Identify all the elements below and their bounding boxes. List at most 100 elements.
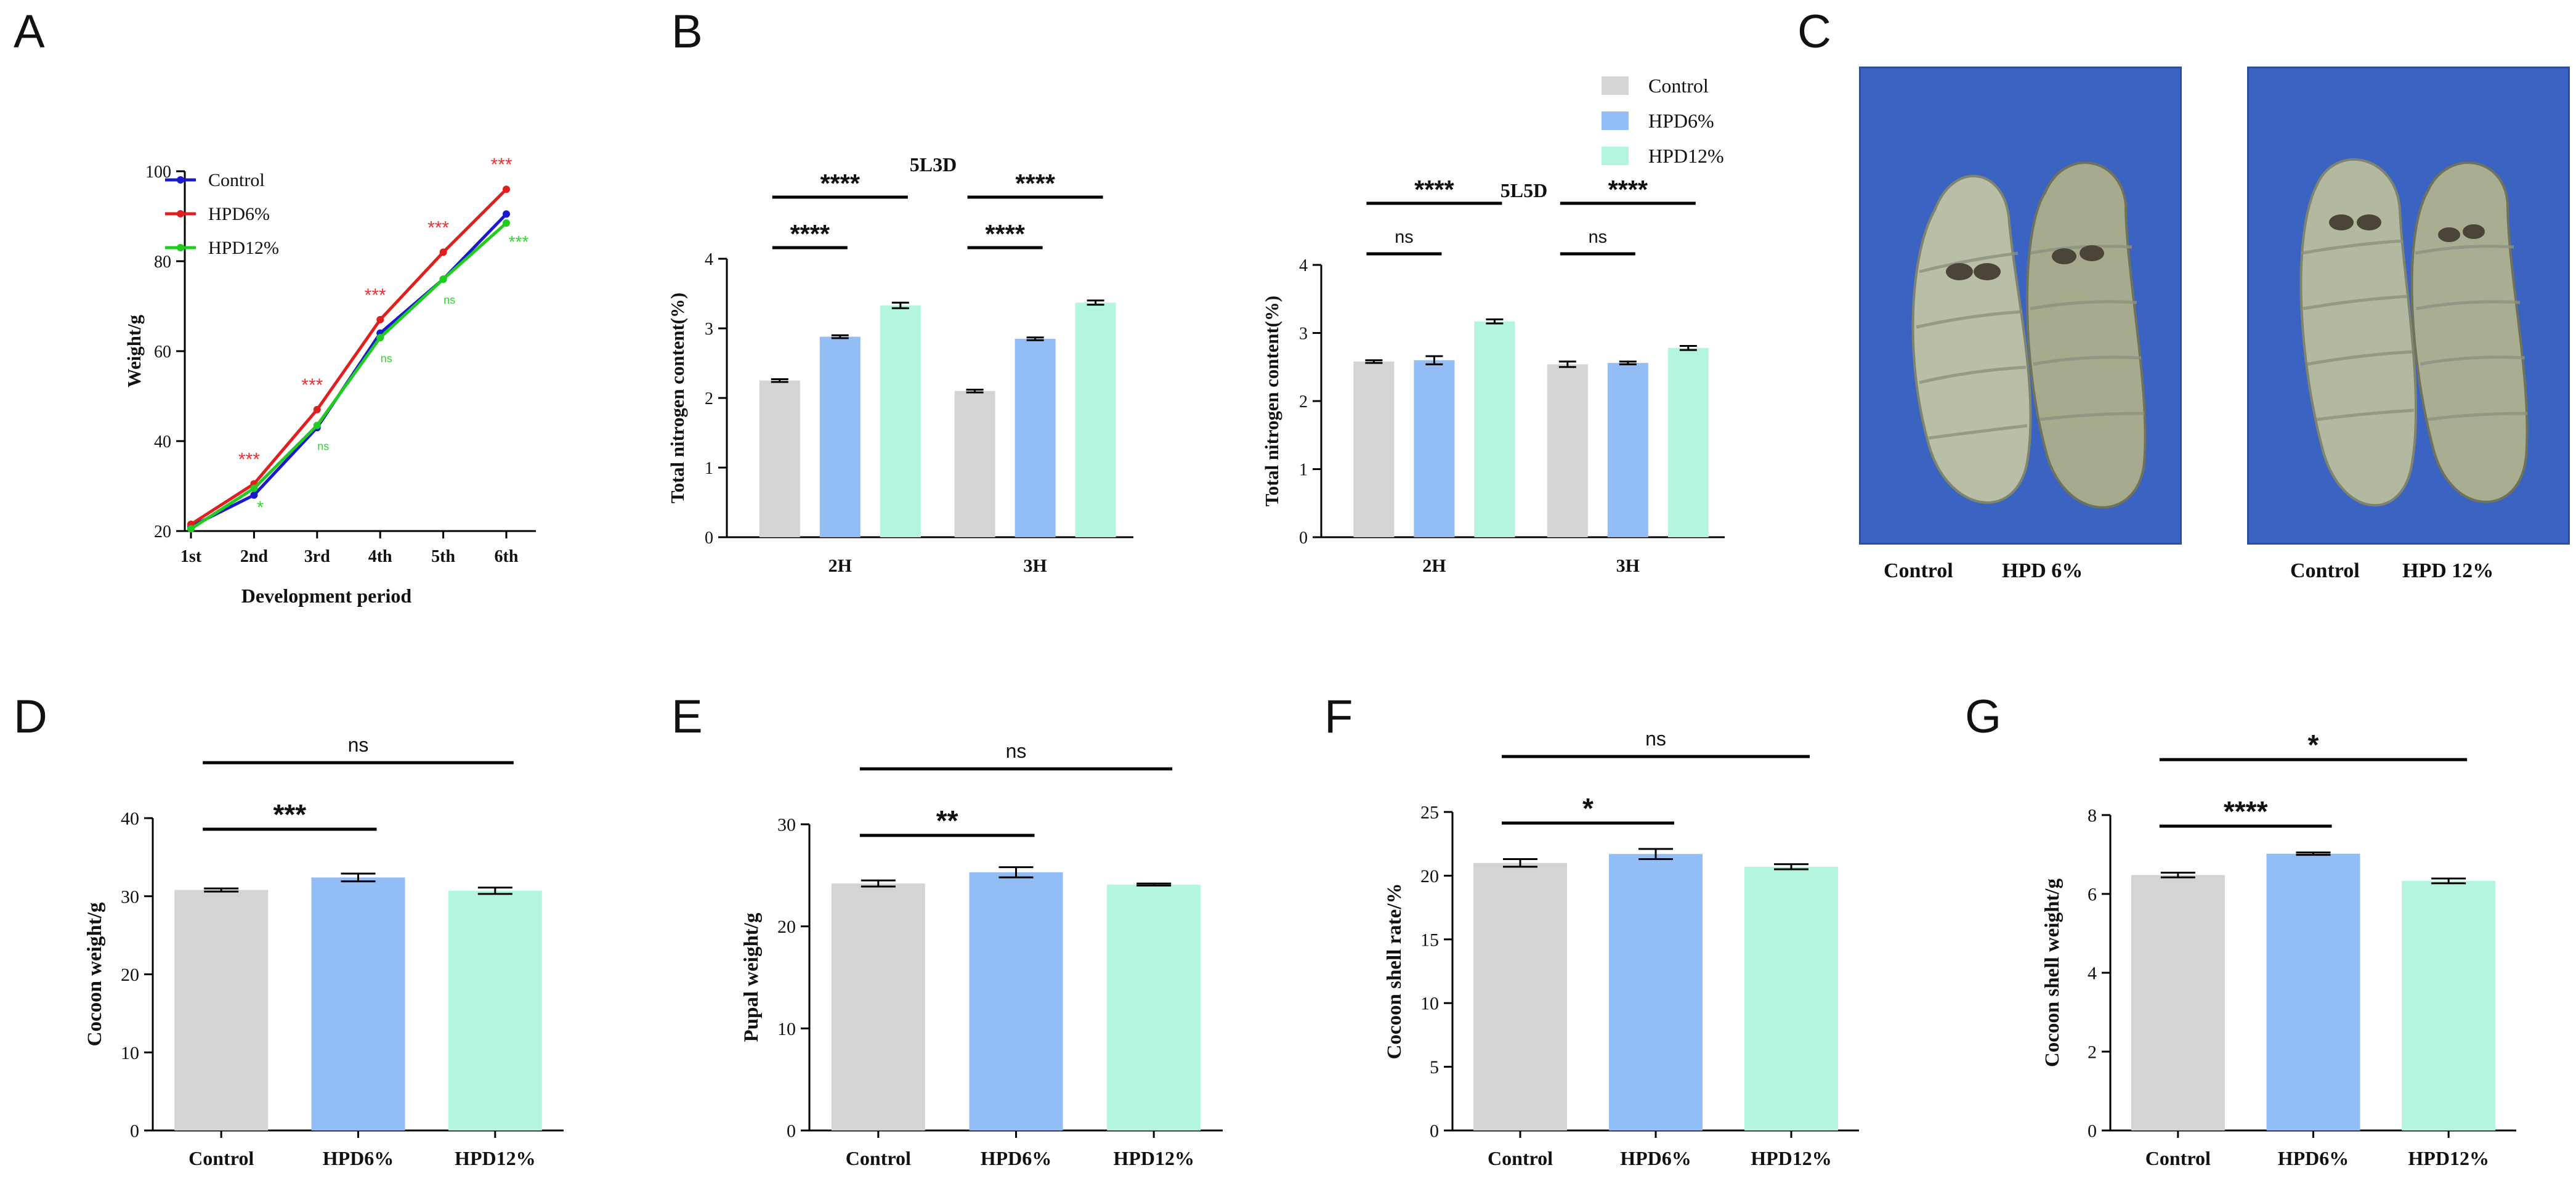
e-x-tick-label: HPD12% bbox=[1113, 1147, 1194, 1169]
g-bar-control bbox=[2131, 875, 2225, 1130]
a-annotation-hpd12: ns bbox=[317, 440, 329, 452]
caption-hpd12: HPD 12% bbox=[2402, 559, 2494, 582]
b2-sig-long-label: **** bbox=[1414, 176, 1454, 204]
e-y-axis-label: Pupal weight/g bbox=[740, 912, 763, 1042]
a-data-point bbox=[503, 210, 510, 218]
f-sig-short-label: * bbox=[1582, 792, 1594, 824]
b2-bar-control bbox=[1353, 361, 1395, 537]
b-legend-label: Control bbox=[1648, 75, 1709, 97]
e-y-tick-label: 0 bbox=[787, 1121, 796, 1142]
a-data-point bbox=[313, 421, 321, 429]
f-x-tick-label: HPD12% bbox=[1751, 1147, 1832, 1169]
b1-y-tick-label: 4 bbox=[705, 250, 713, 269]
a-x-axis-label: Development period bbox=[241, 585, 412, 607]
f-y-tick-label: 15 bbox=[1420, 930, 1439, 950]
e-y-tick-label: 20 bbox=[777, 917, 796, 937]
g-y-tick-label: 8 bbox=[2088, 806, 2097, 826]
a-data-point bbox=[187, 525, 195, 533]
a-data-point bbox=[503, 185, 510, 193]
d-bar-hpd6 bbox=[311, 877, 405, 1130]
b2-sig-short-label: ns bbox=[1395, 227, 1413, 247]
b2-y-tick-label: 3 bbox=[1299, 324, 1308, 343]
a-y-tick-label: 20 bbox=[154, 522, 171, 542]
a-x-tick-label: 2nd bbox=[240, 547, 269, 566]
b1-x-tick-label: 3H bbox=[1023, 556, 1047, 576]
b2-title: 5L5D bbox=[1501, 179, 1547, 201]
a-series-line-hpd6 bbox=[190, 188, 508, 526]
b1-x-tick-label: 2H bbox=[828, 556, 852, 576]
b2-bar-control bbox=[1547, 364, 1588, 537]
b1-title: 5L3D bbox=[910, 153, 957, 176]
b2-x-tick-label: 2H bbox=[1422, 556, 1446, 576]
a-series-line-hpd12 bbox=[190, 222, 508, 530]
b2-y-tick-label: 2 bbox=[1299, 392, 1308, 412]
e-x-tick-label: Control bbox=[846, 1147, 911, 1169]
e-bar-control bbox=[831, 883, 925, 1130]
a-annotation-hpd6: *** bbox=[490, 155, 512, 175]
f-x-tick-label: HPD6% bbox=[1620, 1147, 1691, 1169]
d-y-tick-label: 10 bbox=[121, 1043, 139, 1063]
panel-letter-e: E bbox=[671, 691, 703, 743]
g-y-tick-label: 0 bbox=[2088, 1121, 2097, 1142]
a-data-point bbox=[313, 405, 321, 413]
photo-control-vs-hpd6 bbox=[1859, 67, 2182, 545]
a-data-point bbox=[376, 315, 384, 323]
caterpillar-pair-illustration bbox=[2299, 158, 2529, 507]
b2-bar-hpd12 bbox=[1667, 347, 1709, 537]
a-series-line-control bbox=[190, 213, 508, 528]
f-y-tick-label: 5 bbox=[1430, 1057, 1439, 1078]
e-sig-short-label: ** bbox=[936, 805, 958, 837]
b1-bar-control bbox=[954, 391, 995, 537]
d-x-tick-label: HPD12% bbox=[455, 1147, 536, 1169]
b1-y-tick-label: 0 bbox=[705, 529, 713, 548]
e-bar-hpd12 bbox=[1107, 884, 1201, 1130]
b2-y-tick-label: 1 bbox=[1299, 460, 1308, 479]
b-legend-swatch bbox=[1602, 76, 1629, 95]
panel-letter-b: B bbox=[671, 6, 703, 58]
b1-y-tick-label: 2 bbox=[705, 389, 713, 408]
g-y-axis-label: Cocoon shell weight/g bbox=[2041, 878, 2064, 1067]
f-x-tick-label: Control bbox=[1488, 1147, 1553, 1169]
caption-hpd6: HPD 6% bbox=[2002, 559, 2083, 582]
f-bar-hpd12 bbox=[1744, 866, 1838, 1130]
g-sig-long-label: * bbox=[2308, 729, 2319, 761]
d-y-tick-label: 0 bbox=[130, 1121, 139, 1142]
g-x-tick-label: HPD12% bbox=[2408, 1147, 2489, 1169]
a-annotation-hpd6: *** bbox=[301, 375, 323, 396]
a-legend-marker bbox=[177, 176, 184, 184]
g-y-tick-label: 4 bbox=[2088, 964, 2097, 984]
a-annotation-hpd12: * bbox=[257, 498, 264, 517]
b1-bar-control bbox=[759, 380, 800, 537]
b1-bar-hpd6 bbox=[1015, 338, 1056, 537]
panel-letter-a: A bbox=[14, 6, 45, 58]
a-x-tick-label: 5th bbox=[431, 547, 455, 566]
b-legend-label: HPD6% bbox=[1648, 110, 1714, 132]
e-x-tick-label: HPD6% bbox=[981, 1147, 1052, 1169]
caterpillar-pair-illustration bbox=[1911, 161, 2147, 509]
panel-letter-d: D bbox=[14, 691, 47, 743]
a-y-tick-label: 80 bbox=[154, 253, 171, 272]
f-y-tick-label: 20 bbox=[1420, 866, 1439, 887]
b2-bar-hpd12 bbox=[1474, 321, 1515, 537]
a-annotation-hpd12: ns bbox=[444, 294, 455, 306]
e-sig-long-label: ns bbox=[1006, 740, 1027, 762]
g-x-tick-label: Control bbox=[2145, 1147, 2211, 1169]
a-x-tick-label: 4th bbox=[368, 547, 392, 566]
b1-sig-short-label: **** bbox=[790, 220, 830, 248]
a-y-tick-label: 40 bbox=[154, 432, 171, 452]
b1-y-axis-label: Total nitrogen content(%) bbox=[667, 293, 688, 503]
b-legend-label: HPD12% bbox=[1648, 145, 1724, 167]
d-x-tick-label: Control bbox=[188, 1147, 254, 1169]
a-annotation-hpd6: *** bbox=[427, 217, 449, 238]
a-annotation-hpd6: *** bbox=[238, 449, 260, 469]
f-sig-long-label: ns bbox=[1645, 728, 1666, 750]
a-x-tick-label: 1st bbox=[180, 547, 202, 566]
d-y-tick-label: 40 bbox=[121, 809, 139, 829]
b2-x-tick-label: 3H bbox=[1616, 556, 1640, 576]
a-data-point bbox=[439, 248, 447, 256]
panel-letter-g: G bbox=[1965, 691, 2002, 743]
b1-sig-long-label: **** bbox=[1015, 169, 1055, 198]
g-y-tick-label: 2 bbox=[2088, 1042, 2097, 1063]
a-x-tick-label: 3rd bbox=[304, 547, 330, 566]
